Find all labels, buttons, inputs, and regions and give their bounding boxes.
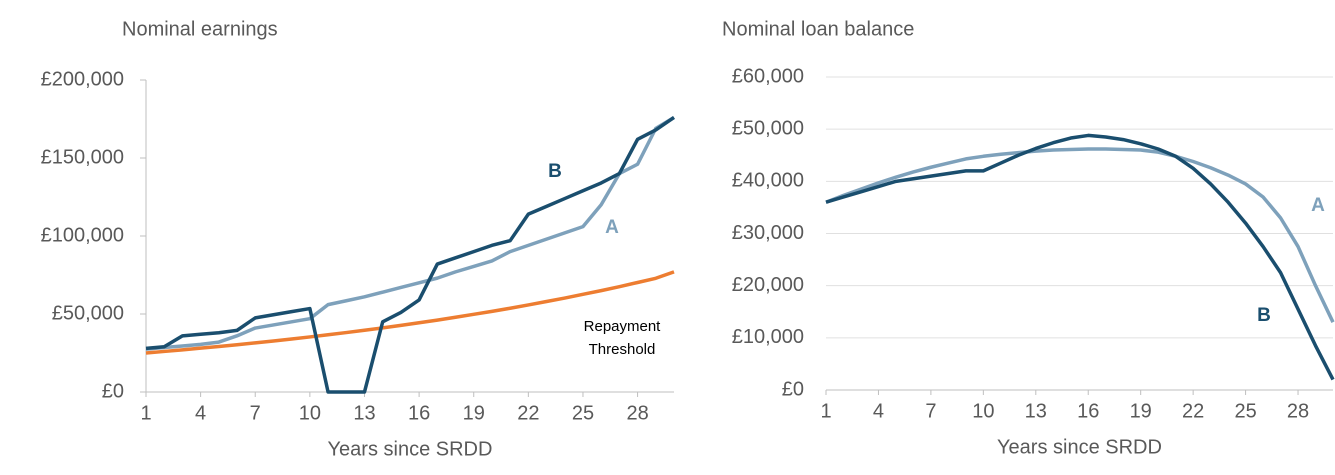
x-tick-label: 13: [1025, 400, 1047, 422]
y-tick-label: £150,000: [41, 146, 124, 168]
x-tick-label: 25: [572, 402, 594, 424]
x-tick-label: 28: [1287, 400, 1309, 422]
y-tick-label: £50,000: [52, 302, 124, 324]
x-tick-label: 25: [1234, 400, 1256, 422]
y-tick-label: £0: [102, 380, 124, 402]
x-tick-label: 22: [517, 402, 539, 424]
y-tick-label: £20,000: [732, 274, 804, 296]
series-label-text: Repayment Threshold: [583, 318, 661, 358]
y-tick-label: £50,000: [732, 117, 804, 139]
x-tick-label: 16: [408, 402, 430, 424]
x-tick-label: 1: [140, 402, 151, 424]
series-label: B: [548, 161, 562, 182]
x-tick-label: 4: [195, 402, 206, 424]
x-tick-label: 7: [925, 400, 936, 422]
y-tick-label: £30,000: [732, 222, 804, 244]
y-tick-label: £40,000: [732, 170, 804, 192]
x-tick-label: 19: [1130, 400, 1152, 422]
x-tick-label: 22: [1182, 400, 1204, 422]
series-label: A: [605, 217, 619, 238]
y-tick-label: £0: [782, 378, 804, 400]
chart-title: Nominal loan balance: [722, 18, 914, 40]
x-tick-label: 7: [250, 402, 261, 424]
line-series: [145, 115, 675, 351]
y-tick-label: £200,000: [41, 68, 124, 90]
chart-title: Nominal earnings: [122, 18, 278, 40]
line-series: [145, 270, 675, 355]
x-tick-label: 28: [626, 402, 648, 424]
x-tick-label: 4: [873, 400, 884, 422]
line-series: [825, 147, 1335, 323]
series-label: A: [1311, 195, 1325, 216]
series-label: B: [1257, 305, 1271, 326]
line-series: [825, 133, 1335, 381]
x-tick-label: 13: [353, 402, 375, 424]
x-tick-label: 10: [972, 400, 994, 422]
series-label: Repayment Threshold: [583, 318, 661, 358]
y-tick-label: £100,000: [41, 224, 124, 246]
y-tick-label: £60,000: [732, 65, 804, 87]
x-tick-label: 16: [1077, 400, 1099, 422]
x-tick-label: 19: [463, 402, 485, 424]
x-axis-title: Years since SRDD: [328, 438, 493, 460]
y-tick-label: £10,000: [732, 326, 804, 348]
x-axis-title: Years since SRDD: [997, 436, 1162, 458]
x-tick-label: 10: [299, 402, 321, 424]
x-tick-label: 1: [820, 400, 831, 422]
line-series: [145, 115, 675, 394]
